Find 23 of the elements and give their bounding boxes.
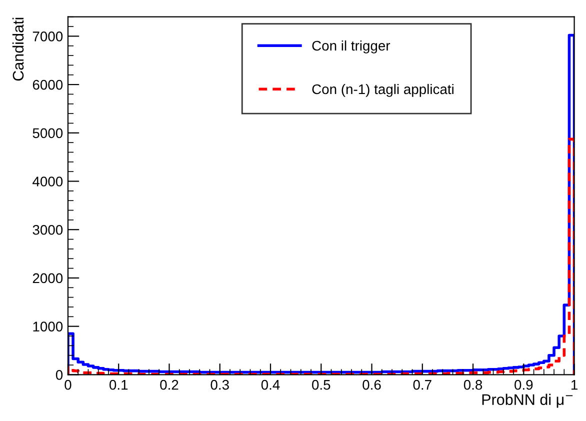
x-tick-label: 1	[571, 380, 578, 390]
x-tick-label: 0.1	[109, 380, 128, 390]
x-tick-label: 0.3	[210, 380, 229, 390]
x-tick-label: 0.5	[312, 380, 330, 390]
x-tick-label: 0.9	[514, 380, 533, 390]
y-axis-title: Candidati	[12, 18, 24, 81]
y-tick-label: 7000	[32, 32, 63, 42]
y-tick-label: 0	[56, 370, 63, 380]
y-tick-label: 3000	[32, 224, 63, 235]
y-tick-label: 6000	[32, 80, 63, 90]
x-tick-label: 0	[64, 380, 72, 390]
y-tick-label: 2000	[32, 273, 63, 284]
x-tick-label: 0.6	[362, 380, 381, 390]
x-tick-label: 0.7	[413, 380, 432, 390]
legend-label: Con il trigger	[312, 40, 390, 54]
x-axis-title: ProbNN di μ$^{−}$	[482, 394, 573, 408]
y-tick-label: 4000	[32, 176, 63, 186]
legend-label: Con (n-1) tagli applicati	[312, 84, 454, 97]
x-tick-label: 0.8	[464, 380, 482, 390]
x-tick-label: 0.4	[261, 380, 280, 390]
x-tick-label: 0.2	[160, 380, 178, 390]
y-tick-label: 5000	[32, 128, 63, 138]
y-tick-label: 1000	[33, 322, 63, 332]
